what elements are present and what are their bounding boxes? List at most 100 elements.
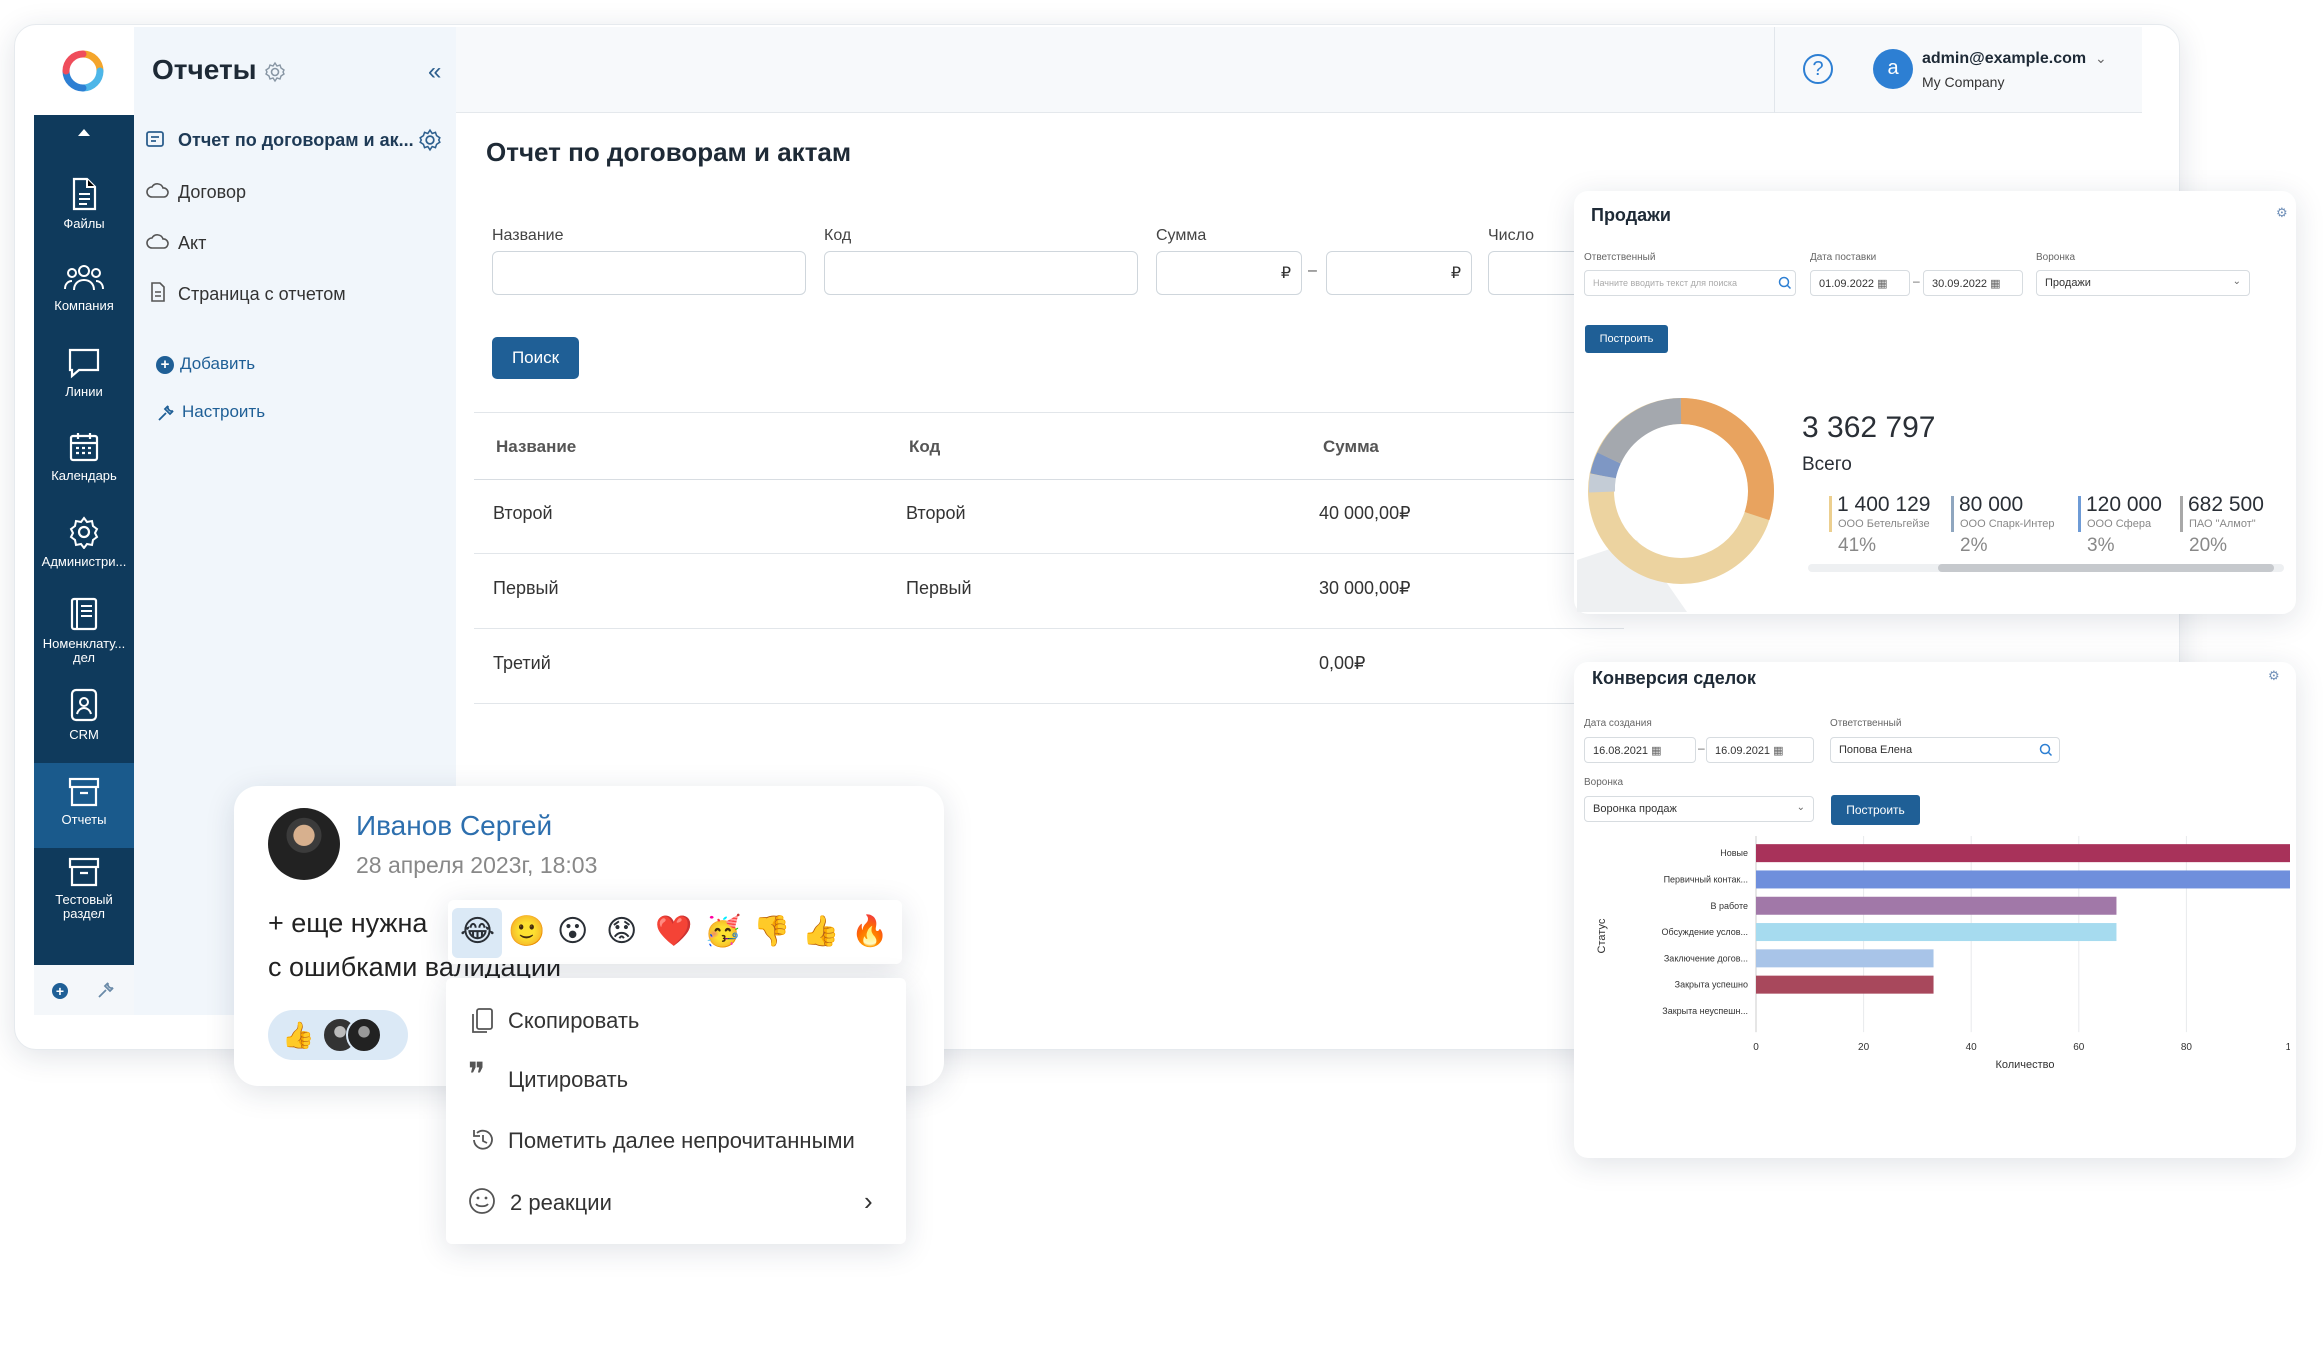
sidebar-item-report-page[interactable]: Страница с отчетом	[146, 280, 426, 310]
sidebar-title-gear-icon[interactable]	[264, 61, 286, 88]
reaction-summary[interactable]: 👍	[268, 1010, 408, 1060]
sales-total: 3 362 797	[1802, 411, 1936, 444]
cell-code: Первый	[906, 578, 972, 598]
avatar[interactable]: a	[1873, 49, 1913, 89]
stat-percent: 20%	[2189, 535, 2228, 556]
stat-value: 80 000	[1959, 493, 2024, 516]
chevron-right-icon: ›	[864, 1186, 873, 1216]
stat-color-bar	[2180, 496, 2183, 532]
user-email[interactable]: admin@example.com	[1922, 50, 2087, 67]
reaction-smile[interactable]: 🙂	[508, 915, 546, 948]
stat-percent: 41%	[1838, 535, 1877, 556]
conversion-date-to[interactable]: 16.09.2021 ▦	[1706, 737, 1814, 763]
help-icon[interactable]: ?	[1803, 54, 1833, 84]
sales-build-button[interactable]: Построить	[1585, 325, 1668, 353]
rail-item-reports[interactable]: Отчеты	[34, 763, 134, 848]
app-logo-icon[interactable]	[62, 50, 104, 92]
rail-collapse-icon[interactable]	[78, 129, 90, 136]
stat-name: ООО Сфера	[2087, 518, 2152, 530]
column-header[interactable]: Сумма	[1323, 437, 1379, 456]
chevron-down-icon: ⌄	[1796, 802, 1805, 813]
search-button[interactable]: Поиск	[492, 337, 579, 379]
rail-item-test-section[interactable]: Тестовый раздел	[34, 857, 134, 921]
conversion-funnel-select[interactable]: Воронка продаж ⌄	[1584, 796, 1814, 822]
rail-item-admin[interactable]: Администри...	[34, 515, 134, 569]
sales-funnel-select[interactable]: Продажи ⌄	[2036, 270, 2250, 296]
sales-responsible-input[interactable]: Начните вводить текст для поиска	[1584, 270, 1796, 296]
date-value: 30.09.2022	[1932, 278, 1988, 290]
divider	[474, 479, 1624, 480]
gear-icon[interactable]: ⚙	[2268, 668, 2280, 683]
stat-percent: 3%	[2087, 535, 2115, 556]
sales-date-label: Дата поставки	[1810, 252, 1877, 263]
conversion-responsible-input[interactable]: Попова Елена	[1830, 737, 2060, 763]
rail-item-company[interactable]: Компания	[34, 263, 134, 313]
message-date: 28 апреля 2023г, 18:03	[356, 852, 598, 878]
column-header[interactable]: Название	[496, 437, 577, 456]
gear-icon[interactable]: ⚙	[2276, 205, 2288, 220]
document-icon	[151, 282, 165, 302]
smile-icon	[469, 1188, 495, 1214]
sidebar-add-link[interactable]: + Добавить	[156, 352, 316, 378]
gear-icon[interactable]	[418, 128, 442, 152]
y-tick-label: Закрыта успешно	[1675, 980, 1748, 990]
search-icon[interactable]	[2039, 743, 2053, 762]
rail-item-files[interactable]: Файлы	[34, 177, 134, 231]
sales-donut-chart	[1577, 390, 1789, 612]
reaction-party[interactable]: 🥳	[704, 915, 742, 948]
calendar-icon	[69, 433, 99, 462]
rail-label: Отчеты	[61, 812, 107, 827]
sidebar-configure-link[interactable]: Настроить	[156, 400, 316, 426]
sidebar-title: Отчеты	[152, 54, 257, 85]
horizontal-scrollbar[interactable]	[1808, 564, 2284, 572]
reaction-laugh[interactable]: 😂	[460, 915, 496, 948]
avatar[interactable]	[268, 808, 340, 880]
x-tick-label: 60	[2073, 1042, 2085, 1053]
y-tick-label: Новые	[1720, 848, 1748, 858]
select-value: Продажи	[2045, 277, 2091, 289]
rail-add-icon[interactable]: +	[52, 983, 68, 999]
message-author[interactable]: Иванов Сергей	[356, 810, 553, 841]
filter-sum-from-input[interactable]: ₽	[1156, 251, 1302, 295]
filter-sum-label: Сумма	[1156, 227, 1207, 244]
range-dash: –	[1308, 262, 1317, 279]
search-icon[interactable]	[1778, 276, 1792, 295]
sales-responsible-label: Ответственный	[1584, 252, 1656, 263]
sidebar-collapse-icon[interactable]: «	[428, 58, 442, 85]
sales-title: Продажи	[1591, 205, 1671, 225]
sidebar-item-act[interactable]: Акт	[146, 229, 426, 259]
rail-item-calendar[interactable]: Календарь	[34, 431, 134, 483]
x-tick-label: 40	[1966, 1042, 1978, 1053]
stat-color-bar	[2078, 496, 2081, 532]
conversion-date-from[interactable]: 16.08.2021 ▦	[1584, 737, 1696, 763]
currency-label: ₽	[1280, 265, 1291, 282]
topbar-divider	[1774, 27, 1775, 113]
sales-date-to[interactable]: 30.09.2022 ▦	[1923, 270, 2023, 296]
reaction-thumbs-up[interactable]: 👍	[802, 915, 840, 948]
calendar-icon: ▦	[1773, 745, 1784, 757]
filter-number-label: Число	[1488, 227, 1535, 244]
reaction-sad[interactable]: 😟	[606, 915, 638, 948]
filter-name-input[interactable]	[492, 251, 806, 295]
scrollbar-thumb[interactable]	[1938, 564, 2274, 572]
sidebar-item-contracts-report[interactable]: Отчет по договорам и ак...	[146, 126, 446, 156]
reaction-thumbs-down[interactable]: 👎	[753, 915, 791, 948]
filter-sum-to-input[interactable]: ₽	[1326, 251, 1472, 295]
reaction-wow[interactable]: 😮	[557, 915, 589, 948]
rail-wrench-icon[interactable]	[96, 980, 116, 1005]
sales-date-from[interactable]: 01.09.2022 ▦	[1810, 270, 1910, 296]
chevron-down-icon[interactable]: ⌄	[2095, 50, 2107, 66]
rail-item-crm[interactable]: CRM	[34, 688, 134, 742]
plus-circle-icon: +	[156, 356, 174, 374]
divider	[474, 412, 1624, 413]
column-header[interactable]: Код	[909, 437, 941, 456]
range-dash: –	[1698, 741, 1705, 755]
rail-item-nomenclature[interactable]: Номенклату... дел	[34, 597, 134, 665]
reaction-fire[interactable]: 🔥	[851, 915, 889, 948]
conversion-build-button[interactable]: Построить	[1831, 795, 1920, 825]
rail-item-lines[interactable]: Линии	[34, 347, 134, 399]
rail-label: Номенклату...	[42, 636, 126, 651]
sidebar-item-contract[interactable]: Договор	[146, 178, 426, 208]
reaction-heart[interactable]: ❤️	[655, 915, 693, 948]
filter-code-input[interactable]	[824, 251, 1138, 295]
